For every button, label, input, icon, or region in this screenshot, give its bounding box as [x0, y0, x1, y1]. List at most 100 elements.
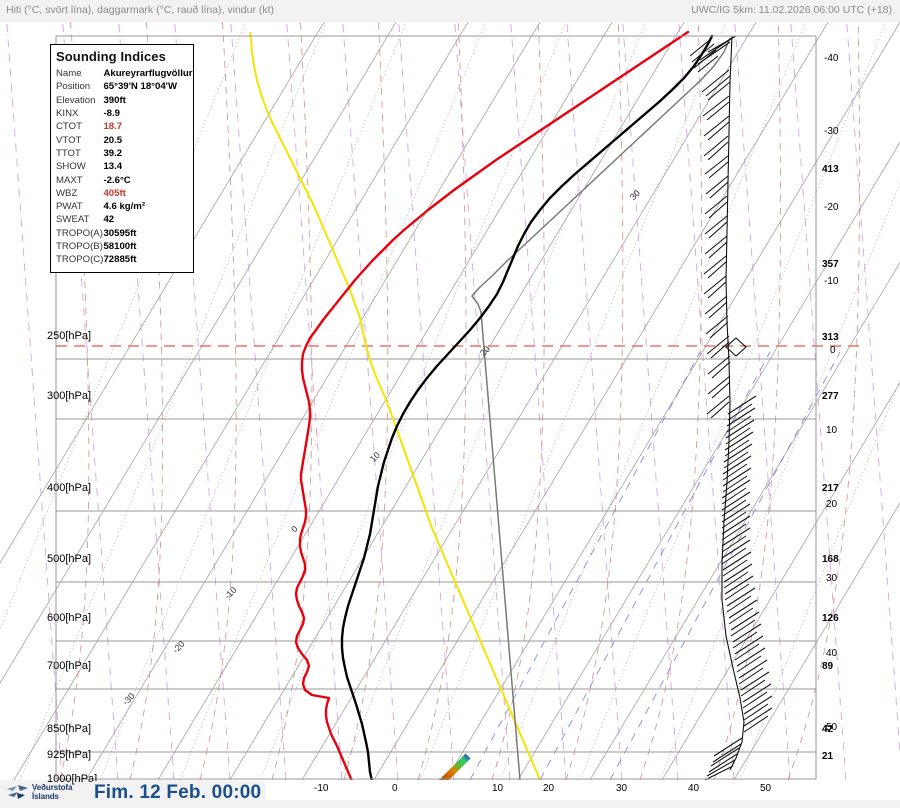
height-label-277: 277	[822, 391, 839, 402]
sounding-indices-title: Sounding Indices	[56, 49, 166, 64]
logo-line-2: Íslands	[32, 791, 59, 801]
pressure-tick-250: 250[hPa]	[47, 330, 92, 342]
temp-tick-20: 20	[543, 783, 555, 794]
plot-border	[55, 35, 817, 780]
indices-key: PWAT	[56, 201, 83, 213]
indices-value: 390ft	[103, 94, 126, 106]
height-label-89: 89	[822, 661, 834, 672]
pressure-tick-1000: 1000[hPa]	[47, 773, 98, 785]
indices-value: Akureyrarflugvöllur	[103, 68, 193, 79]
date-stamp: Fim. 12 Feb. 00:00	[92, 781, 266, 806]
indices-value: 18.7	[103, 121, 123, 133]
temp-tick-50: 50	[760, 783, 772, 794]
wind-barb-column[interactable]	[689, 35, 773, 780]
pressure-tick-850: 850[hPa]	[47, 723, 92, 735]
wind-scale-50: 50	[826, 722, 838, 733]
indices-key: Elevation	[56, 94, 96, 106]
height-label-42: 42	[822, 724, 834, 735]
indices-key: VTOT	[56, 134, 82, 146]
indices-value: 58100ft	[103, 241, 137, 253]
wind-scale-10: 10	[826, 425, 838, 436]
indices-value: -8.9	[103, 107, 120, 119]
header-model-run-text: UWC/IG 5km: 11.02.2026 06:00 UTC (+18)	[691, 4, 892, 16]
indices-row: TTOT 39.2	[56, 147, 192, 160]
indices-row: TROPO(B) 58100ft	[56, 240, 192, 253]
indices-value: 42	[103, 214, 115, 226]
wind-scale-30: 30	[826, 573, 838, 584]
header-bar: Hiti (°C, svört lína), daggarmark (°C, r…	[0, 0, 900, 23]
footer-bottom-band	[0, 800, 900, 808]
wind-scale--40: -40	[824, 53, 839, 64]
indices-key: Position	[56, 81, 91, 93]
logo-arrows-icon	[7, 785, 28, 799]
indices-key: SHOW	[56, 161, 86, 173]
dewpoint-curve	[294, 30, 690, 780]
temp-tick-0: 0	[392, 783, 398, 794]
indices-row: VTOT 20.5	[56, 134, 192, 147]
special-dashed-grid	[469, 351, 841, 780]
logo-text: Veðurstofa Íslands	[32, 783, 73, 801]
indices-value: 405ft	[103, 187, 126, 199]
height-label-217: 217	[822, 483, 839, 494]
logo-line-1: Veðurstofa	[32, 783, 73, 792]
indices-row: TROPO(A) 30595ft	[56, 227, 192, 240]
wind-scale-40: 40	[826, 648, 838, 659]
indices-key: TROPO(B)	[56, 241, 103, 253]
indices-row: KINX -8.9	[56, 107, 192, 120]
indices-key: SWEAT	[56, 214, 90, 226]
indices-row: Position 65°39'N 18°04'W	[56, 80, 192, 93]
indices-key: TROPO(C)	[56, 254, 104, 266]
sounding-indices-panel: Sounding Indices Name Akureyrarflugvöllur…	[50, 44, 194, 273]
temperature-curve	[340, 34, 714, 780]
indices-key: TTOT	[56, 147, 81, 159]
indices-key: MAXT	[56, 174, 83, 186]
indices-row: MAXT -2.6°C	[56, 174, 192, 187]
temp-tick-40: 40	[688, 783, 700, 794]
height-label-126: 126	[822, 613, 839, 624]
indices-value: 65°39'N 18°04'W	[103, 81, 178, 93]
indices-key: TROPO(A)	[56, 227, 103, 239]
sounding-indices-table: Name Akureyrarflugvöllur Position 65°39'N …	[56, 67, 192, 267]
height-label-357: 357	[822, 259, 839, 270]
wet-bulb-curve	[249, 31, 541, 780]
pressure-tick-300: 300[hPa]	[47, 390, 92, 402]
wbz-diamond-marker[interactable]	[725, 337, 747, 357]
wind-scale-0: 0	[830, 345, 836, 356]
isotherm-grid	[0, 22, 900, 780]
indices-key: KINX	[56, 107, 79, 119]
height-label-21: 21	[822, 751, 834, 762]
indices-value: 39.2	[103, 147, 123, 159]
height-label-313: 313	[822, 332, 839, 343]
indices-value: 72885ft	[103, 254, 137, 266]
pressure-tick-700: 700[hPa]	[47, 660, 92, 672]
indices-value: 30595ft	[103, 227, 137, 239]
indices-row: PWAT 4.6 kg/m²	[56, 200, 192, 213]
wind-scale-20: 20	[826, 499, 838, 510]
temp-tick-10: 10	[492, 783, 504, 794]
height-label-413: 413	[822, 164, 839, 175]
indices-row: WBZ 405ft	[56, 187, 192, 200]
indices-row: Name Akureyrarflugvöllur	[56, 67, 192, 80]
indices-row: SWEAT 42	[56, 213, 192, 226]
indices-value: 13.4	[103, 161, 123, 173]
indices-key: Name	[56, 68, 82, 79]
indices-row: TROPO(C) 72885ft	[56, 253, 192, 266]
pressure-tick-600: 600[hPa]	[47, 612, 92, 624]
indices-key: WBZ	[56, 187, 78, 199]
wind-scale--10: -10	[824, 276, 839, 287]
indices-value: -2.6°C	[103, 174, 131, 186]
indices-key: CTOT	[56, 121, 82, 133]
wind-scale--30: -30	[824, 126, 839, 137]
pressure-tick-500: 500[hPa]	[47, 553, 92, 565]
indices-row: SHOW 13.4	[56, 160, 192, 173]
temp-tick--10: -10	[314, 783, 329, 794]
indices-row: CTOT 18.7	[56, 120, 192, 133]
header-legend-text: Hiti (°C, svört lína), daggarmark (°C, r…	[6, 4, 275, 16]
temp-tick-30: 30	[616, 783, 628, 794]
met-office-logo[interactable]: Veðurstofa Íslands	[6, 783, 84, 805]
pressure-tick-400: 400[hPa]	[47, 482, 92, 494]
wind-scale--20: -20	[824, 202, 839, 213]
lifted-parcel-curve	[471, 37, 731, 780]
indices-value: 20.5	[103, 134, 123, 146]
